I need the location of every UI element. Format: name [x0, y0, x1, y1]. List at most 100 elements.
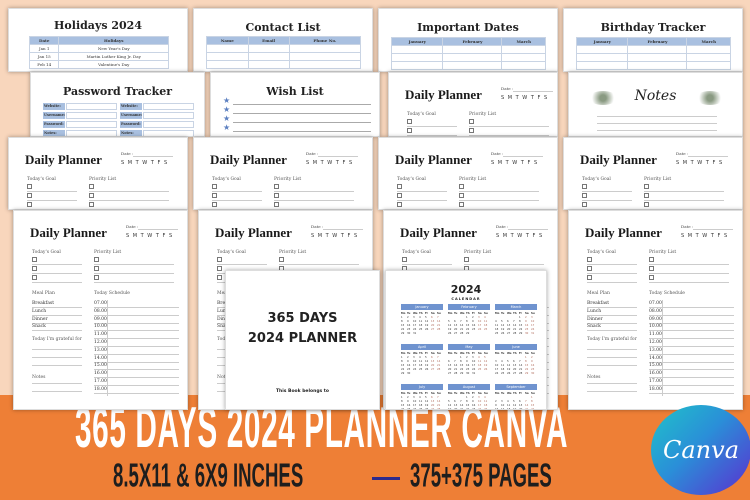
priority-label: Priority List [644, 177, 672, 182]
schedule-line [94, 322, 179, 324]
table-cell [206, 44, 249, 53]
list-line [32, 273, 82, 274]
weekday-label: Fr [472, 312, 475, 315]
list-line [469, 135, 549, 136]
table-cell [206, 52, 249, 61]
weekday-label: Tu [407, 392, 411, 395]
day-number: 18 [484, 404, 488, 407]
list-line [27, 191, 77, 192]
schedule-time: 07.00 [649, 301, 662, 306]
password-tracker-page: Password Tracker Website: Username: Passwor… [30, 72, 205, 137]
schedule-time: 09.00 [94, 316, 107, 322]
wish-line [233, 113, 371, 114]
schedule-line [649, 330, 734, 332]
field-box [66, 121, 117, 128]
month-header: January [401, 304, 443, 310]
schedule-line [94, 346, 179, 347]
checkbox [459, 184, 464, 189]
meal-line [587, 307, 637, 308]
day-number: 24 [413, 368, 417, 371]
day-number: 22 [466, 328, 470, 331]
schedule-time: 11.00 [94, 332, 107, 338]
checkbox [459, 193, 464, 198]
day-number: 15 [401, 404, 405, 407]
planner-title: Daily Planner [25, 152, 102, 167]
field-box [66, 103, 117, 110]
weekday-label: We [413, 312, 418, 315]
meal-line [587, 322, 637, 324]
day-number: 13 [431, 320, 435, 323]
day-number: 30 [531, 372, 535, 375]
table-header-row: Date Holidays [28, 36, 169, 45]
day-number: 14 [513, 324, 517, 327]
day-number: 6 [507, 320, 509, 323]
day-number: 3 [413, 316, 415, 319]
planner-title: Daily Planner [405, 87, 482, 102]
day-number: 20 [448, 368, 452, 371]
goal-label: Today's Goal [402, 250, 431, 255]
schedule-time: 16.00 [94, 371, 107, 377]
day-number: 9 [407, 360, 409, 363]
checkbox [32, 266, 37, 271]
day-number: 16 [407, 324, 411, 327]
month-grid: Mo Tu We Th Fr Sa Su 1 2 3 4 5 6 7 8 9 10 11 12 13 14 15 16 17 1… [401, 392, 443, 409]
checkbox [582, 184, 587, 189]
list-line [587, 273, 637, 274]
weekday-label: Mo [495, 312, 500, 315]
grateful-line [587, 349, 637, 350]
day-number: 18 [478, 364, 482, 367]
day-number: 20 [431, 404, 435, 407]
day-number: 7 [437, 356, 439, 359]
weekday-label: Fr [425, 312, 428, 315]
day-number: 12 [425, 320, 429, 323]
schedule-time: 14.00 [649, 355, 662, 361]
day-number: 14 [437, 400, 441, 403]
day-number: 13 [519, 404, 523, 407]
date-line [513, 91, 553, 92]
day-number: 6 [448, 360, 450, 363]
day-number: 7 [437, 316, 439, 319]
day-number: 12 [448, 324, 452, 327]
day-number: 2 [407, 316, 409, 319]
day-number: 12 [484, 360, 488, 363]
day-number: 18 [484, 324, 488, 327]
meal-label: Meal Plan [32, 291, 55, 296]
star-icon: ★ [223, 96, 231, 105]
day-number: 16 [472, 404, 476, 407]
weekday-label: Su [437, 352, 441, 355]
birthday-table: January February March [575, 37, 731, 70]
day-number: 8 [466, 400, 468, 403]
weekday-label: Fr [519, 312, 522, 315]
table-header: Name [206, 36, 249, 45]
table-cell [501, 61, 546, 70]
day-number: 15 [466, 324, 470, 327]
weekday-label: Mo [495, 392, 500, 395]
star-icon: ★ [223, 123, 231, 132]
checkbox [212, 184, 217, 189]
weekday-label: Sa [431, 312, 435, 315]
day-number: 5 [425, 396, 427, 399]
day-number: 9 [472, 400, 474, 403]
day-number: 3 [472, 356, 474, 359]
day-number: 12 [448, 404, 452, 407]
day-number: 7 [437, 396, 439, 399]
list-line [582, 191, 632, 192]
list-line [397, 200, 447, 201]
birthday-tracker-page: Birthday Tracker January February March [563, 8, 743, 72]
day-number: 15 [531, 404, 535, 407]
day-number: 7 [513, 320, 515, 323]
table-header: Holidays [58, 36, 169, 45]
day-number: 25 [501, 372, 505, 375]
day-number: 9 [531, 360, 533, 363]
month-grid: Mo Tu We Th Fr Sa Su 1 2 3 4 5 6 7 8 9 10 11 12 13 14 15 16 17 1… [448, 392, 490, 409]
day-number: 6 [454, 400, 456, 403]
day-number: 19 [425, 364, 429, 367]
day-number: 26 [448, 332, 452, 335]
list-line [94, 282, 174, 283]
schedule-time: 11.00 [649, 332, 662, 338]
day-number: 17 [501, 408, 505, 410]
date-label: Date : [121, 151, 134, 156]
weekday-label: We [460, 352, 465, 355]
page-title: Password Tracker [62, 85, 173, 98]
star-icon: ★ [223, 114, 231, 123]
